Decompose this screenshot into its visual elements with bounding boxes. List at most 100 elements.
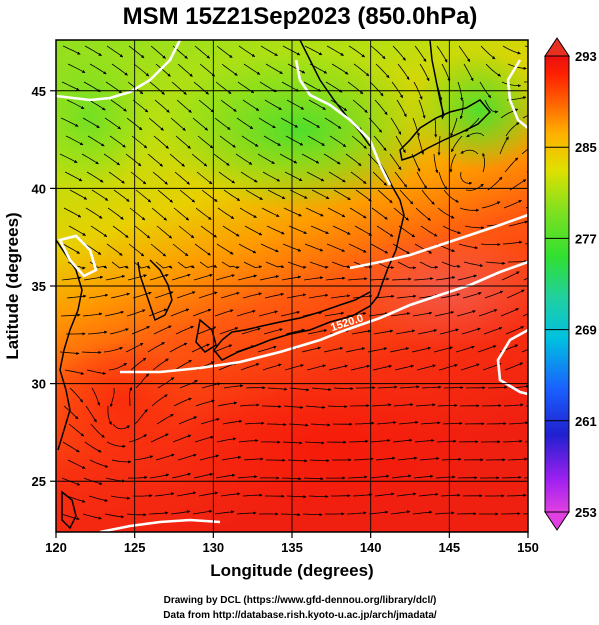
streamline	[150, 433, 169, 443]
streamline	[89, 63, 107, 75]
streamline	[415, 207, 431, 221]
streamline	[368, 117, 383, 133]
contour-east	[496, 328, 528, 396]
streamline	[302, 513, 323, 517]
streamline	[413, 277, 434, 281]
streamline	[170, 308, 190, 317]
streamline	[62, 45, 81, 55]
streamline	[461, 327, 481, 335]
streamline	[106, 45, 124, 58]
streamline	[397, 63, 410, 80]
streamline	[305, 405, 326, 409]
streamline	[376, 225, 394, 237]
streamline	[526, 170, 528, 173]
y-tick-label: 25	[32, 474, 46, 489]
streamline	[311, 189, 330, 200]
streamline	[477, 345, 497, 353]
streamline	[113, 189, 130, 202]
streamline	[171, 472, 192, 479]
streamline	[328, 364, 349, 371]
streamline	[456, 310, 476, 317]
streamline	[104, 117, 121, 130]
streamline	[481, 403, 502, 408]
streamline	[527, 333, 528, 334]
streamline	[259, 81, 277, 93]
streamline	[242, 493, 263, 497]
streamline	[127, 475, 148, 480]
streamline	[148, 117, 164, 131]
streamline	[324, 311, 345, 317]
streamline	[63, 405, 79, 420]
streamline	[104, 513, 125, 519]
streamline	[396, 99, 407, 118]
streamline	[236, 117, 254, 130]
streamline	[59, 153, 78, 163]
streamline	[192, 117, 209, 131]
streamline	[350, 364, 371, 371]
streamline	[352, 493, 373, 497]
streamline	[281, 275, 302, 281]
y-tick-label: 35	[32, 279, 46, 294]
streamline	[194, 243, 211, 256]
streamline	[289, 387, 310, 392]
streamline	[301, 153, 320, 164]
streamline	[484, 99, 499, 114]
streamline	[398, 420, 419, 425]
streamline	[198, 291, 218, 299]
streamline	[306, 364, 326, 371]
streamline	[243, 457, 264, 461]
streamline	[178, 416, 198, 425]
streamline	[393, 403, 414, 407]
streamline	[418, 99, 426, 119]
credit-data: Data from http://database.rish.kyoto-u.a…	[163, 610, 437, 621]
streamline	[329, 135, 347, 148]
streamline	[109, 328, 129, 335]
streamline	[392, 45, 406, 61]
streamline	[63, 207, 82, 218]
streamline	[347, 277, 368, 281]
streamline	[500, 308, 519, 317]
streamline	[265, 261, 285, 268]
colorbar-tick-label: 269	[575, 323, 597, 338]
streamline	[412, 117, 420, 137]
streamline	[129, 387, 133, 407]
streamline	[176, 291, 196, 299]
streamline	[393, 207, 409, 221]
streamline	[262, 363, 282, 371]
streamline	[302, 117, 320, 128]
streamline	[332, 225, 351, 235]
height-contours	[56, 40, 528, 532]
streamline	[62, 441, 80, 453]
streamline	[415, 403, 436, 407]
streamline	[310, 423, 331, 427]
streamline	[219, 135, 236, 148]
streamline	[135, 373, 150, 389]
streamline	[396, 294, 417, 299]
streamline	[197, 135, 214, 149]
x-tick-label: 120	[45, 540, 67, 555]
colorbar-top-arrow	[544, 37, 570, 57]
streamline	[506, 289, 525, 299]
streamline	[155, 63, 171, 77]
streamline	[267, 387, 288, 391]
streamline	[351, 135, 367, 149]
colorbar-bottom-arrow	[544, 511, 570, 531]
streamline	[479, 81, 492, 99]
streamline	[173, 397, 192, 407]
streamline	[103, 346, 123, 353]
streamline	[258, 117, 276, 129]
contour-nw	[56, 40, 182, 102]
streamline	[220, 291, 240, 299]
warm-core-sw	[56, 340, 190, 460]
streamline	[350, 404, 370, 408]
streamline	[148, 511, 169, 515]
streamline	[287, 261, 307, 269]
streamline	[219, 327, 239, 335]
streamline	[435, 276, 456, 281]
streamline	[457, 274, 477, 281]
streamline	[487, 385, 508, 389]
streamline	[263, 328, 283, 335]
streamline	[215, 473, 236, 479]
streamline	[177, 453, 197, 461]
streamline	[508, 259, 528, 264]
